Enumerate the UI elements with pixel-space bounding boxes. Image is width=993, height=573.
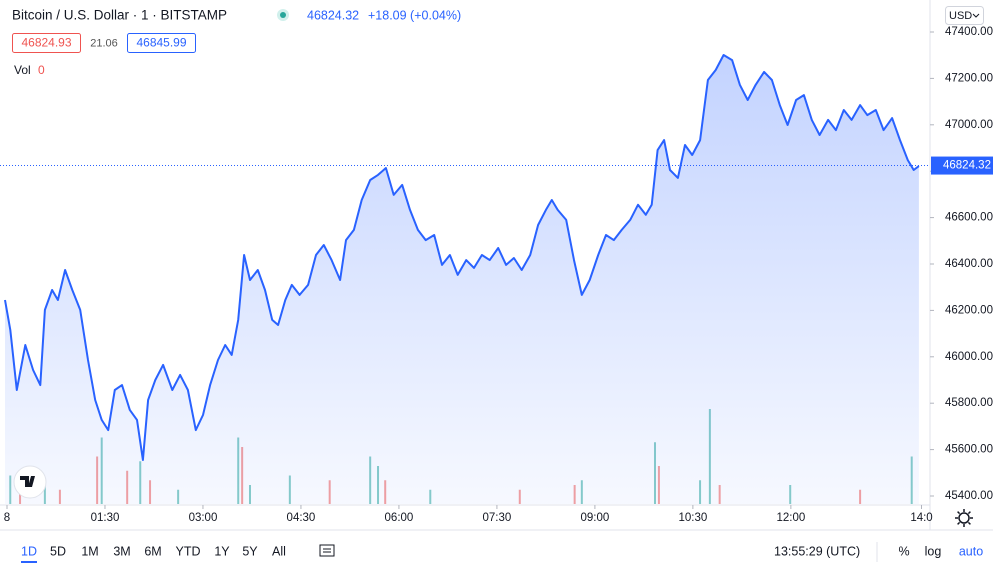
clock: 13:55:29 (UTC) <box>774 544 860 558</box>
volume-value: 0 <box>38 63 45 77</box>
range-button[interactable]: 1Y <box>214 544 230 558</box>
y-tick-label: 45400.00 <box>945 490 993 502</box>
x-tick-label: 8 <box>4 512 10 524</box>
dropdown-caret <box>972 13 980 18</box>
last-price-badge <box>931 156 993 175</box>
settings-gear-teeth <box>955 509 973 527</box>
ask-price: 46845.99 <box>136 36 186 50</box>
area-fill <box>5 55 919 504</box>
x-tick-label: 06:00 <box>385 512 414 524</box>
ask-box[interactable] <box>127 33 196 53</box>
y-tick-label: 47000.00 <box>945 119 993 131</box>
y-tick-label: 47200.00 <box>945 72 993 84</box>
range-button[interactable]: All <box>272 544 286 558</box>
range-button[interactable]: 3M <box>113 544 130 558</box>
range-button[interactable]: 5D <box>50 544 66 558</box>
volume-label: Vol <box>14 63 31 77</box>
logo <box>20 476 35 487</box>
x-tick-label: 04:30 <box>287 512 316 524</box>
x-tick-label: 09:00 <box>581 512 610 524</box>
x-tick-label: 01:30 <box>91 512 120 524</box>
x-tick-label: 03:00 <box>189 512 218 524</box>
range-button[interactable]: YTD <box>176 544 201 558</box>
plot <box>0 54 930 504</box>
bid-price: 46824.93 <box>21 36 71 50</box>
range-button[interactable]: 5Y <box>242 544 258 558</box>
scale-option[interactable]: log <box>925 544 942 558</box>
range-button[interactable]: 6M <box>144 544 161 558</box>
x-tick-label: 07:30 <box>483 512 512 524</box>
y-tick-label: 47400.00 <box>945 26 993 38</box>
scale-option[interactable]: auto <box>959 544 983 558</box>
bid-box[interactable] <box>12 33 81 53</box>
x-tick-label: 10:30 <box>678 512 707 524</box>
y-tick-label: 46600.00 <box>945 212 993 224</box>
currency-label: USD <box>949 10 972 22</box>
date-range-icon[interactable] <box>319 544 335 557</box>
y-tick-label: 45600.00 <box>945 444 993 456</box>
legend-header: Bitcoin / U.S. Dollar · 1 · BITSTAMP 468… <box>12 8 461 77</box>
last-price-axis-label: 46824.32 <box>943 160 991 172</box>
range-button[interactable]: 1D <box>21 544 37 558</box>
last-price: 46824.32 <box>307 8 359 22</box>
currency-dropdown[interactable] <box>945 6 984 25</box>
range-button[interactable]: 1M <box>81 544 98 558</box>
y-tick-label: 45800.00 <box>945 397 993 409</box>
axes: 47400.0047200.0047000.0046800.0046600.00… <box>4 26 993 524</box>
price-line <box>4 54 920 461</box>
market-status-dot <box>280 12 286 18</box>
spread: 21.06 <box>90 37 118 49</box>
y-tick-label: 46000.00 <box>945 351 993 363</box>
y-tick-label: 46200.00 <box>945 304 993 316</box>
y-tick-label: 46400.00 <box>945 258 993 270</box>
x-tick-label: 14:0 <box>910 512 932 524</box>
x-tick-label: 12:00 <box>776 512 805 524</box>
bottom-toolbar: 13:55:29 (UTC) 1D 5D 1M 3M 6M YTD 1Y 5Y All% log a… <box>21 542 983 563</box>
settings-gear[interactable] <box>958 512 970 524</box>
scale-option[interactable]: % <box>898 544 909 558</box>
price-change: +18.09 (+0.04%) <box>368 8 461 22</box>
symbol-title: Bitcoin / U.S. Dollar · 1 · BITSTAMP <box>12 8 227 23</box>
